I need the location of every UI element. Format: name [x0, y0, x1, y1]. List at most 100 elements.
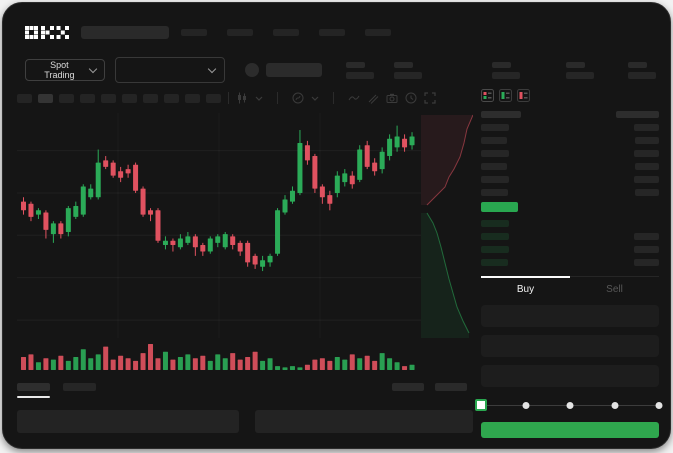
timeframe-button-skeleton[interactable] [164, 93, 179, 103]
timeframe-button-skeleton[interactable] [59, 93, 74, 103]
volume-bar [50, 359, 56, 370]
ticker-stat-skeleton [492, 61, 520, 79]
nav-item-skeleton[interactable] [273, 28, 299, 36]
volume-bar [230, 353, 236, 370]
slider-stop[interactable] [611, 402, 618, 409]
orderbook-row[interactable] [481, 220, 659, 227]
book-bids-view-icon[interactable] [499, 88, 512, 102]
volume-bar [155, 358, 161, 370]
nav-item-skeleton[interactable] [227, 28, 253, 36]
candle [289, 190, 295, 202]
orderbook-row[interactable] [481, 124, 659, 131]
volume-bar [207, 360, 213, 370]
volume-bar [260, 360, 266, 370]
timeframe-button-skeleton[interactable] [143, 93, 158, 103]
bottom-actions [392, 383, 467, 391]
nav-item-skeleton[interactable] [365, 28, 391, 36]
pair-selector-dropdown[interactable] [114, 57, 226, 83]
candle [275, 210, 281, 254]
timeframe-button-skeleton[interactable] [122, 93, 137, 103]
top-navigation [17, 21, 656, 43]
candle [192, 236, 198, 248]
orderbook-row[interactable] [481, 150, 659, 157]
indicators-icon[interactable] [292, 92, 304, 104]
nav-item-skeleton[interactable] [181, 28, 207, 36]
bottom-tab-active-skeleton[interactable] [17, 383, 50, 391]
tab-sell[interactable]: Sell [606, 283, 623, 295]
volume-bar [319, 358, 325, 370]
candle [357, 149, 363, 180]
orderbook [481, 111, 659, 266]
book-asks-view-icon[interactable] [517, 88, 530, 102]
last-price-indicator[interactable] [481, 202, 518, 212]
stat-value-skeleton [566, 71, 594, 79]
candle [387, 138, 393, 157]
candle [267, 255, 273, 263]
orderbook-row[interactable] [481, 189, 659, 196]
orderbook-row[interactable] [481, 137, 659, 144]
indicators-chevron-icon[interactable] [311, 92, 319, 104]
candle [379, 151, 385, 170]
candle [80, 186, 86, 215]
orderbook-row[interactable] [481, 163, 659, 170]
depth-bids-line [426, 212, 470, 334]
line-tool-icon[interactable] [348, 92, 360, 104]
volume-bar [334, 357, 340, 370]
orderbook-row[interactable] [481, 246, 659, 253]
candle-style-icon[interactable] [236, 92, 248, 104]
candle [110, 162, 116, 176]
stat-label-skeleton [628, 61, 647, 68]
tab-buy[interactable]: Buy [481, 276, 570, 301]
order-form-field-skeleton[interactable] [481, 335, 659, 357]
volume-bar [304, 364, 310, 370]
candle [342, 173, 348, 183]
amount-slider[interactable] [475, 399, 663, 411]
stat-value-skeleton [628, 71, 656, 79]
volume-bar [170, 359, 176, 370]
timeframe-button-skeleton[interactable] [206, 93, 221, 103]
orderbook-row[interactable] [481, 111, 659, 118]
chevron-down-icon [88, 64, 98, 73]
timeframe-button-skeleton[interactable] [101, 93, 116, 103]
volume-bar [357, 358, 363, 370]
bottom-action-skeleton[interactable] [392, 383, 424, 391]
slider-stop[interactable] [522, 402, 529, 409]
draw-tool-icon[interactable] [367, 92, 379, 104]
nav-item-skeleton[interactable] [319, 28, 345, 36]
candle [364, 145, 370, 167]
candle [35, 210, 41, 215]
timeframe-button-skeleton[interactable] [38, 93, 53, 103]
timeframe-button-skeleton[interactable] [80, 93, 95, 103]
order-form-field-skeleton[interactable] [481, 305, 659, 327]
order-form-field-skeleton[interactable] [481, 365, 659, 387]
candle [43, 212, 49, 230]
interval-chevron-icon[interactable] [255, 92, 263, 104]
bottom-action-skeleton[interactable] [435, 383, 467, 391]
candlestick-chart[interactable] [17, 113, 421, 338]
orderbook-row[interactable] [481, 176, 659, 183]
timeframe-button-skeleton[interactable] [185, 93, 200, 103]
volume-bar [140, 353, 146, 370]
orderbook-row[interactable] [481, 259, 659, 266]
fullscreen-icon[interactable] [424, 92, 436, 104]
volume-bar [103, 346, 109, 370]
slider-stop[interactable] [655, 402, 663, 409]
timeframe-button-skeleton[interactable] [17, 93, 32, 103]
pair-search-skeleton[interactable] [81, 25, 169, 39]
book-split-view-icon[interactable] [481, 88, 494, 102]
ticker-stats [322, 61, 656, 79]
slider-handle[interactable] [475, 399, 487, 411]
order-form [481, 305, 659, 387]
camera-icon[interactable] [386, 92, 398, 104]
divider [333, 92, 334, 104]
candle [148, 210, 154, 215]
ticker-stat-skeleton [394, 61, 422, 79]
volume-bar [192, 358, 198, 370]
bottom-tab-skeleton[interactable] [63, 383, 96, 391]
slider-stop[interactable] [566, 402, 574, 409]
market-type-selector[interactable]: Spot Trading [25, 59, 105, 81]
orderbook-row[interactable] [481, 233, 659, 240]
confirm-buy-button[interactable] [481, 422, 659, 438]
history-clock-icon[interactable] [405, 92, 417, 104]
